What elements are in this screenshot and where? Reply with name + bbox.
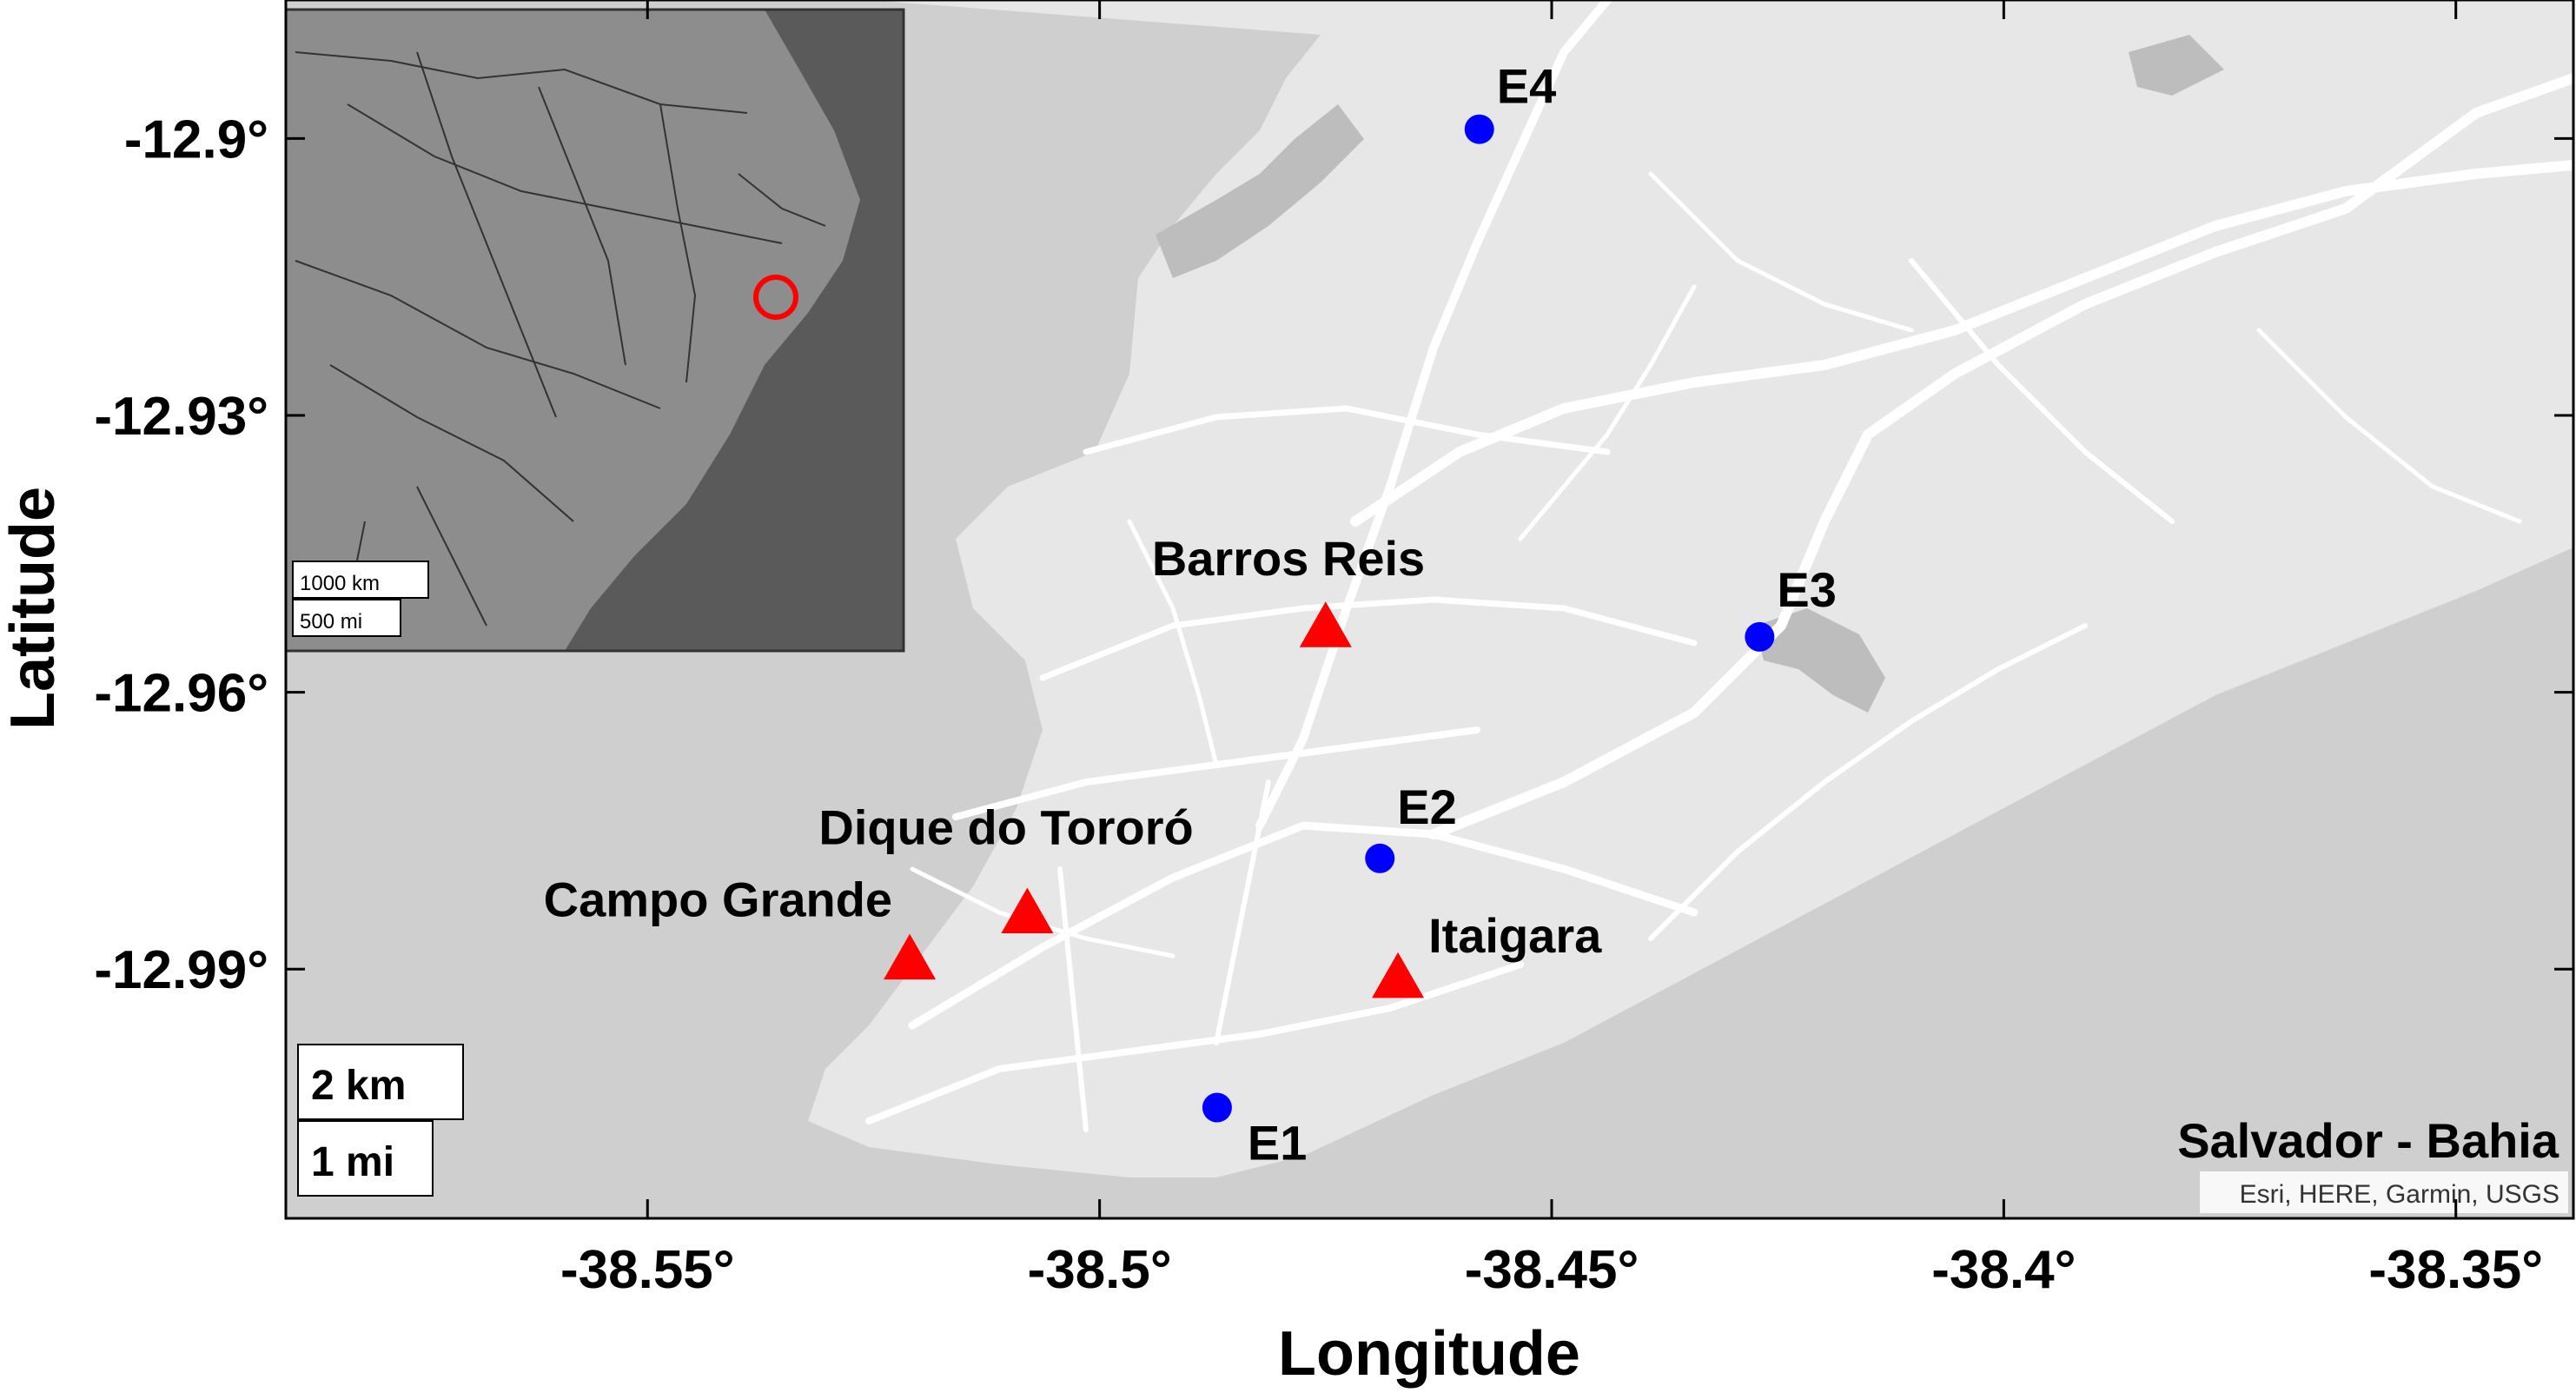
triangle-marker <box>1372 952 1425 998</box>
triangle-site-label: Barros Reis <box>1152 531 1425 586</box>
circle-station-label: E3 <box>1777 562 1837 617</box>
y-tick-label: -12.93° <box>94 387 268 447</box>
inset-scale-km: 1000 km <box>300 572 380 595</box>
triangle-marker <box>884 933 937 980</box>
attribution-text: Esri, HERE, Garmin, USGS <box>2240 1180 2559 1209</box>
circle-stations <box>1202 114 1775 1123</box>
map-frame <box>284 0 2575 1220</box>
y-tick-label: -12.99° <box>94 940 268 1000</box>
x-axis-title: Longitude <box>1278 1319 1580 1389</box>
triangle-site-label: Itaigara <box>1428 908 1602 963</box>
y-tick-label: -12.9° <box>124 109 268 169</box>
scale-bar: 2 km 1 mi <box>297 1044 464 1197</box>
road-network <box>865 0 2573 1132</box>
triangle-marker <box>1001 887 1054 933</box>
inland-water <box>1156 104 1364 278</box>
circle-station-label: E4 <box>1497 59 1557 114</box>
circle-marker <box>1202 1092 1232 1123</box>
scale-bar-km-label: 2 km <box>311 1063 406 1109</box>
y-tick-label: -12.96° <box>94 664 268 724</box>
x-tick-label: -38.35° <box>2368 1240 2543 1300</box>
lagoon <box>1755 608 1885 713</box>
triangle-sites <box>884 601 1425 998</box>
triangle-site-label: Campo Grande <box>544 872 892 927</box>
circle-station-label: E1 <box>1248 1116 1308 1171</box>
circle-marker <box>1464 114 1494 144</box>
inset-land <box>286 10 860 651</box>
x-tick-label: -38.45° <box>1465 1240 1639 1300</box>
reservoir <box>2129 35 2224 96</box>
inset-location-marker <box>753 275 798 320</box>
triangle-marker <box>1299 601 1352 647</box>
circle-station-label: E2 <box>1397 779 1457 834</box>
basemap <box>286 0 2573 1218</box>
scale-bar-mi-label: 1 mi <box>311 1139 394 1185</box>
inset-map: 1000 km 500 mi <box>284 8 905 653</box>
x-tick-label: -38.5° <box>1028 1240 1172 1300</box>
circle-marker <box>1365 843 1395 873</box>
triangle-site-label: Dique do Tororó <box>818 800 1193 855</box>
x-tick-label: -38.4° <box>1931 1240 2076 1300</box>
y-axis-ticks: -12.9° -12.93° -12.96° -12.99° <box>94 109 2573 1000</box>
y-axis-title: Latitude <box>0 487 68 730</box>
inset-scale-mi: 500 mi <box>300 610 362 633</box>
x-axis-ticks: -38.55° -38.5° -38.45° -38.4° -38.35° <box>560 0 2543 1300</box>
x-tick-label: -38.55° <box>560 1240 735 1300</box>
circle-marker <box>1745 621 1775 652</box>
site-labels: Barros Reis Dique do Tororó Campo Grande It… <box>544 59 1837 1171</box>
region-label: Salvador - Bahia <box>2177 1113 2559 1168</box>
